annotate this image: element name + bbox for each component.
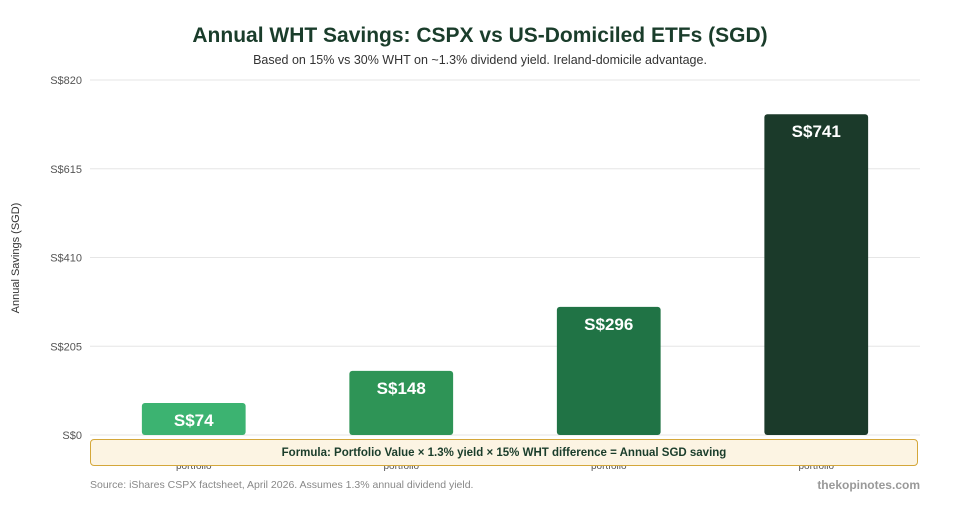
bar-value-label: S$741 [792, 122, 841, 141]
y-tick-label: S$410 [50, 253, 82, 265]
x-tick-sublabel: portfolio [176, 461, 212, 472]
x-tick-sublabel: portfolio [591, 461, 627, 472]
brand-label: thekopinotes.com [817, 478, 920, 492]
chart-title: Annual WHT Savings: CSPX vs US-Domiciled… [192, 24, 768, 47]
formula-note: Formula: Portfolio Value × 1.3% yield × … [90, 439, 918, 466]
bar [764, 114, 869, 435]
bar-value-label: S$296 [584, 315, 633, 334]
bar-value-label: S$148 [377, 379, 426, 398]
source-note: Source: iShares CSPX factsheet, April 20… [90, 479, 474, 491]
x-tick-sublabel: portfolio [383, 461, 419, 472]
formula-text: Formula: Portfolio Value × 1.3% yield × … [281, 446, 727, 459]
y-tick-label: S$205 [50, 341, 82, 353]
y-tick-label: S$615 [50, 164, 82, 176]
y-tick-label: S$0 [62, 430, 82, 442]
bar-value-label: S$74 [174, 411, 214, 430]
bar [556, 306, 661, 435]
y-tick-label: S$820 [50, 75, 82, 87]
bar [349, 370, 454, 435]
bar [141, 402, 246, 435]
chart-subtitle: Based on 15% vs 30% WHT on ~1.3% dividen… [253, 53, 707, 67]
x-tick-sublabel: portfolio [798, 461, 834, 472]
